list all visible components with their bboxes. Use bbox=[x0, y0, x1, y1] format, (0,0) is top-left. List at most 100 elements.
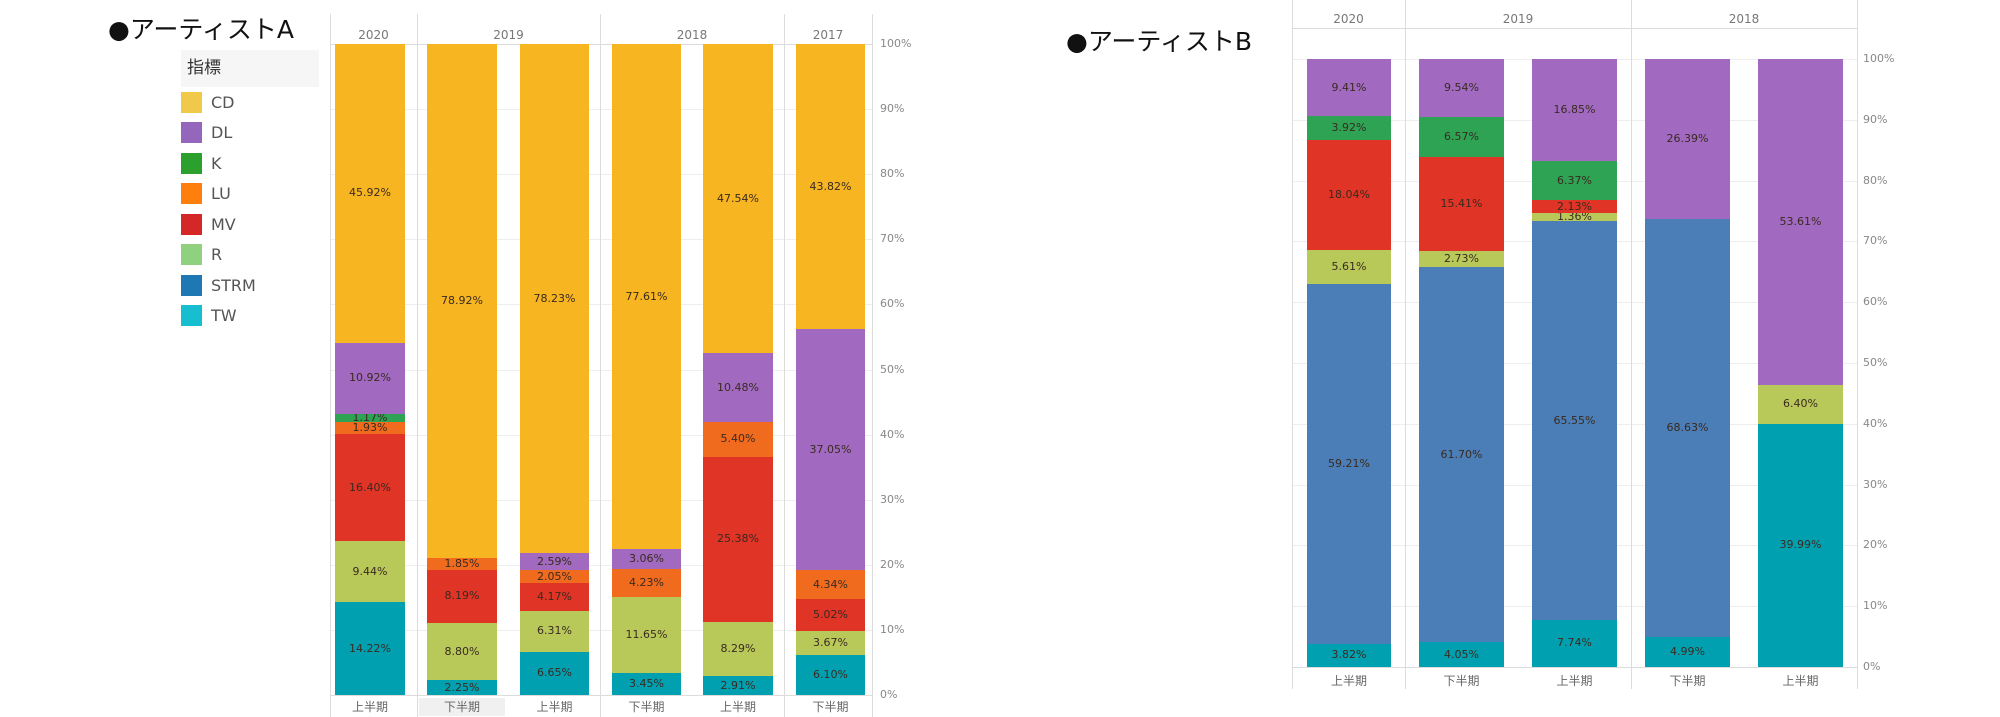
year-label: 2020 bbox=[1333, 12, 1364, 26]
bar-segment-k[interactable]: 1.17% bbox=[335, 411, 405, 424]
bar-segment-tw[interactable]: 3.82% bbox=[1307, 643, 1391, 667]
bar-segment-tw[interactable]: 4.99% bbox=[1645, 636, 1730, 667]
legend-item-lu[interactable]: LU bbox=[181, 179, 319, 210]
bar-segment-lu[interactable]: 2.05% bbox=[520, 570, 589, 584]
data-label: 3.45% bbox=[629, 676, 664, 690]
data-label: 77.61% bbox=[625, 289, 668, 303]
bar-segment-mv[interactable]: 25.38% bbox=[703, 456, 773, 623]
bar-segment-dl[interactable]: 10.48% bbox=[703, 353, 773, 422]
bar-segment-dl[interactable]: 16.85% bbox=[1532, 59, 1617, 162]
year-label: 2017 bbox=[812, 28, 844, 42]
legend-item-strm[interactable]: STRM bbox=[181, 270, 319, 301]
bar-segment-tw[interactable]: 39.99% bbox=[1758, 423, 1843, 667]
data-label: 16.40% bbox=[349, 480, 391, 494]
legend-label: K bbox=[211, 153, 222, 173]
bar-segment-mv[interactable]: 18.04% bbox=[1307, 139, 1391, 250]
bar-segment-r[interactable]: 8.29% bbox=[703, 622, 773, 677]
bar-segment-r[interactable]: 5.61% bbox=[1307, 249, 1391, 284]
bar-segment-mv[interactable]: 4.17% bbox=[520, 583, 589, 611]
gridline bbox=[330, 239, 872, 241]
bar-segment-dl[interactable]: 9.41% bbox=[1307, 58, 1391, 117]
y-tick-label: 70% bbox=[1863, 234, 1888, 248]
x-tick-label: 上半期 bbox=[719, 700, 756, 714]
bar-segment-lu[interactable]: 1.85% bbox=[427, 557, 497, 570]
bar-segment-cd[interactable]: 78.23% bbox=[520, 44, 589, 554]
legend-label: LU bbox=[211, 184, 231, 204]
bar-segment-dl[interactable]: 3.06% bbox=[612, 549, 681, 570]
y-tick-label: 40% bbox=[1863, 416, 1888, 430]
data-label: 61.70% bbox=[1440, 447, 1483, 461]
bar-segment-tw[interactable]: 7.74% bbox=[1532, 619, 1617, 667]
bar-segment-strm[interactable]: 68.63% bbox=[1645, 219, 1730, 637]
bar-segment-lu[interactable]: 5.40% bbox=[703, 421, 773, 457]
bar-segment-mv[interactable]: 2.13% bbox=[1532, 200, 1617, 214]
bar-segment-strm[interactable]: 59.21% bbox=[1307, 283, 1391, 644]
bar-segment-mv[interactable]: 16.40% bbox=[335, 434, 405, 541]
bar-segment-tw[interactable]: 2.25% bbox=[427, 680, 497, 695]
bar-segment-r[interactable]: 6.31% bbox=[520, 610, 589, 652]
x-tick-label: 上半期 bbox=[1556, 674, 1593, 688]
bar-segment-lu[interactable]: 4.23% bbox=[612, 569, 681, 597]
legend-item-k[interactable]: K bbox=[181, 148, 319, 179]
legend-item-tw[interactable]: TW bbox=[181, 301, 319, 332]
legend-item-mv[interactable]: MV bbox=[181, 209, 319, 240]
bar-segment-cd[interactable]: 77.61% bbox=[612, 44, 681, 550]
bar-segment-r[interactable]: 3.67% bbox=[796, 631, 865, 656]
data-label: 15.41% bbox=[1440, 196, 1483, 210]
bar-segment-tw[interactable]: 3.45% bbox=[612, 672, 681, 695]
bar-segment-dl[interactable]: 37.05% bbox=[796, 329, 865, 571]
data-label: 14.22% bbox=[349, 641, 391, 655]
bar-segment-cd[interactable]: 43.82% bbox=[796, 44, 865, 330]
bar-segment-r[interactable]: 2.73% bbox=[1419, 250, 1504, 268]
data-label: 9.44% bbox=[352, 564, 388, 578]
year-label: 2020 bbox=[358, 28, 389, 42]
y-tick-label: 100% bbox=[880, 37, 912, 50]
bar-segment-mv[interactable]: 15.41% bbox=[1419, 156, 1504, 251]
bar-segment-cd[interactable]: 78.92% bbox=[427, 43, 497, 558]
bar-segment-r[interactable]: 6.40% bbox=[1758, 384, 1843, 424]
bar-segment-strm[interactable]: 61.70% bbox=[1419, 267, 1504, 643]
data-label: 18.04% bbox=[1328, 187, 1370, 201]
bar-segment-cd[interactable]: 45.92% bbox=[335, 44, 405, 343]
data-label: 5.61% bbox=[1331, 259, 1367, 273]
bar-segment-mv[interactable]: 8.19% bbox=[427, 569, 497, 624]
bar-segment-mv[interactable]: 5.02% bbox=[796, 598, 865, 632]
bar-segment-r[interactable]: 1.36% bbox=[1532, 210, 1617, 223]
legend-item-r[interactable]: R bbox=[181, 240, 319, 271]
bar-segment-cd[interactable]: 47.54% bbox=[703, 44, 773, 354]
legend-item-cd[interactable]: CD bbox=[181, 87, 319, 118]
bar-segment-r[interactable]: 11.65% bbox=[612, 596, 681, 673]
data-label: 4.17% bbox=[537, 590, 572, 604]
bar-segment-r[interactable]: 8.80% bbox=[427, 623, 497, 681]
bar-segment-tw[interactable]: 14.22% bbox=[335, 602, 405, 695]
bar-segment-dl[interactable]: 9.54% bbox=[1419, 59, 1504, 117]
bar-segment-dl[interactable]: 26.39% bbox=[1645, 58, 1730, 220]
legend-item-dl[interactable]: DL bbox=[181, 118, 319, 149]
y-tick-label: 80% bbox=[880, 167, 905, 181]
data-label: 25.38% bbox=[717, 532, 759, 546]
y-tick-label: 100% bbox=[1863, 52, 1895, 65]
bar-segment-r[interactable]: 9.44% bbox=[335, 540, 405, 603]
bar-segment-k[interactable]: 6.57% bbox=[1419, 117, 1504, 157]
bar-segment-tw[interactable]: 6.65% bbox=[520, 651, 589, 695]
bar-segment-lu[interactable]: 4.34% bbox=[796, 570, 865, 599]
data-label: 8.19% bbox=[444, 589, 480, 603]
group-separator bbox=[872, 14, 873, 717]
bar-segment-dl[interactable]: 10.92% bbox=[335, 342, 405, 415]
data-label: 8.29% bbox=[720, 642, 756, 656]
bar-segment-tw[interactable]: 2.91% bbox=[703, 676, 773, 695]
bar-segment-strm[interactable]: 65.55% bbox=[1532, 221, 1617, 620]
data-label: 4.05% bbox=[1444, 647, 1479, 661]
data-label: 11.65% bbox=[625, 627, 668, 641]
bar-segment-k[interactable]: 3.92% bbox=[1307, 116, 1391, 140]
bar-segment-k[interactable]: 6.37% bbox=[1532, 161, 1617, 201]
header-divider bbox=[330, 44, 872, 45]
bar-segment-tw[interactable]: 4.05% bbox=[1419, 642, 1504, 667]
y-tick-label: 10% bbox=[1863, 599, 1888, 613]
bar-segment-tw[interactable]: 6.10% bbox=[796, 655, 865, 695]
bar-segment-dl[interactable]: 53.61% bbox=[1758, 59, 1843, 385]
y-tick-label: 50% bbox=[1863, 356, 1888, 369]
bar-segment-lu[interactable]: 1.93% bbox=[335, 421, 405, 435]
data-label: 3.67% bbox=[813, 636, 848, 650]
bar-segment-dl[interactable]: 2.59% bbox=[520, 553, 589, 571]
